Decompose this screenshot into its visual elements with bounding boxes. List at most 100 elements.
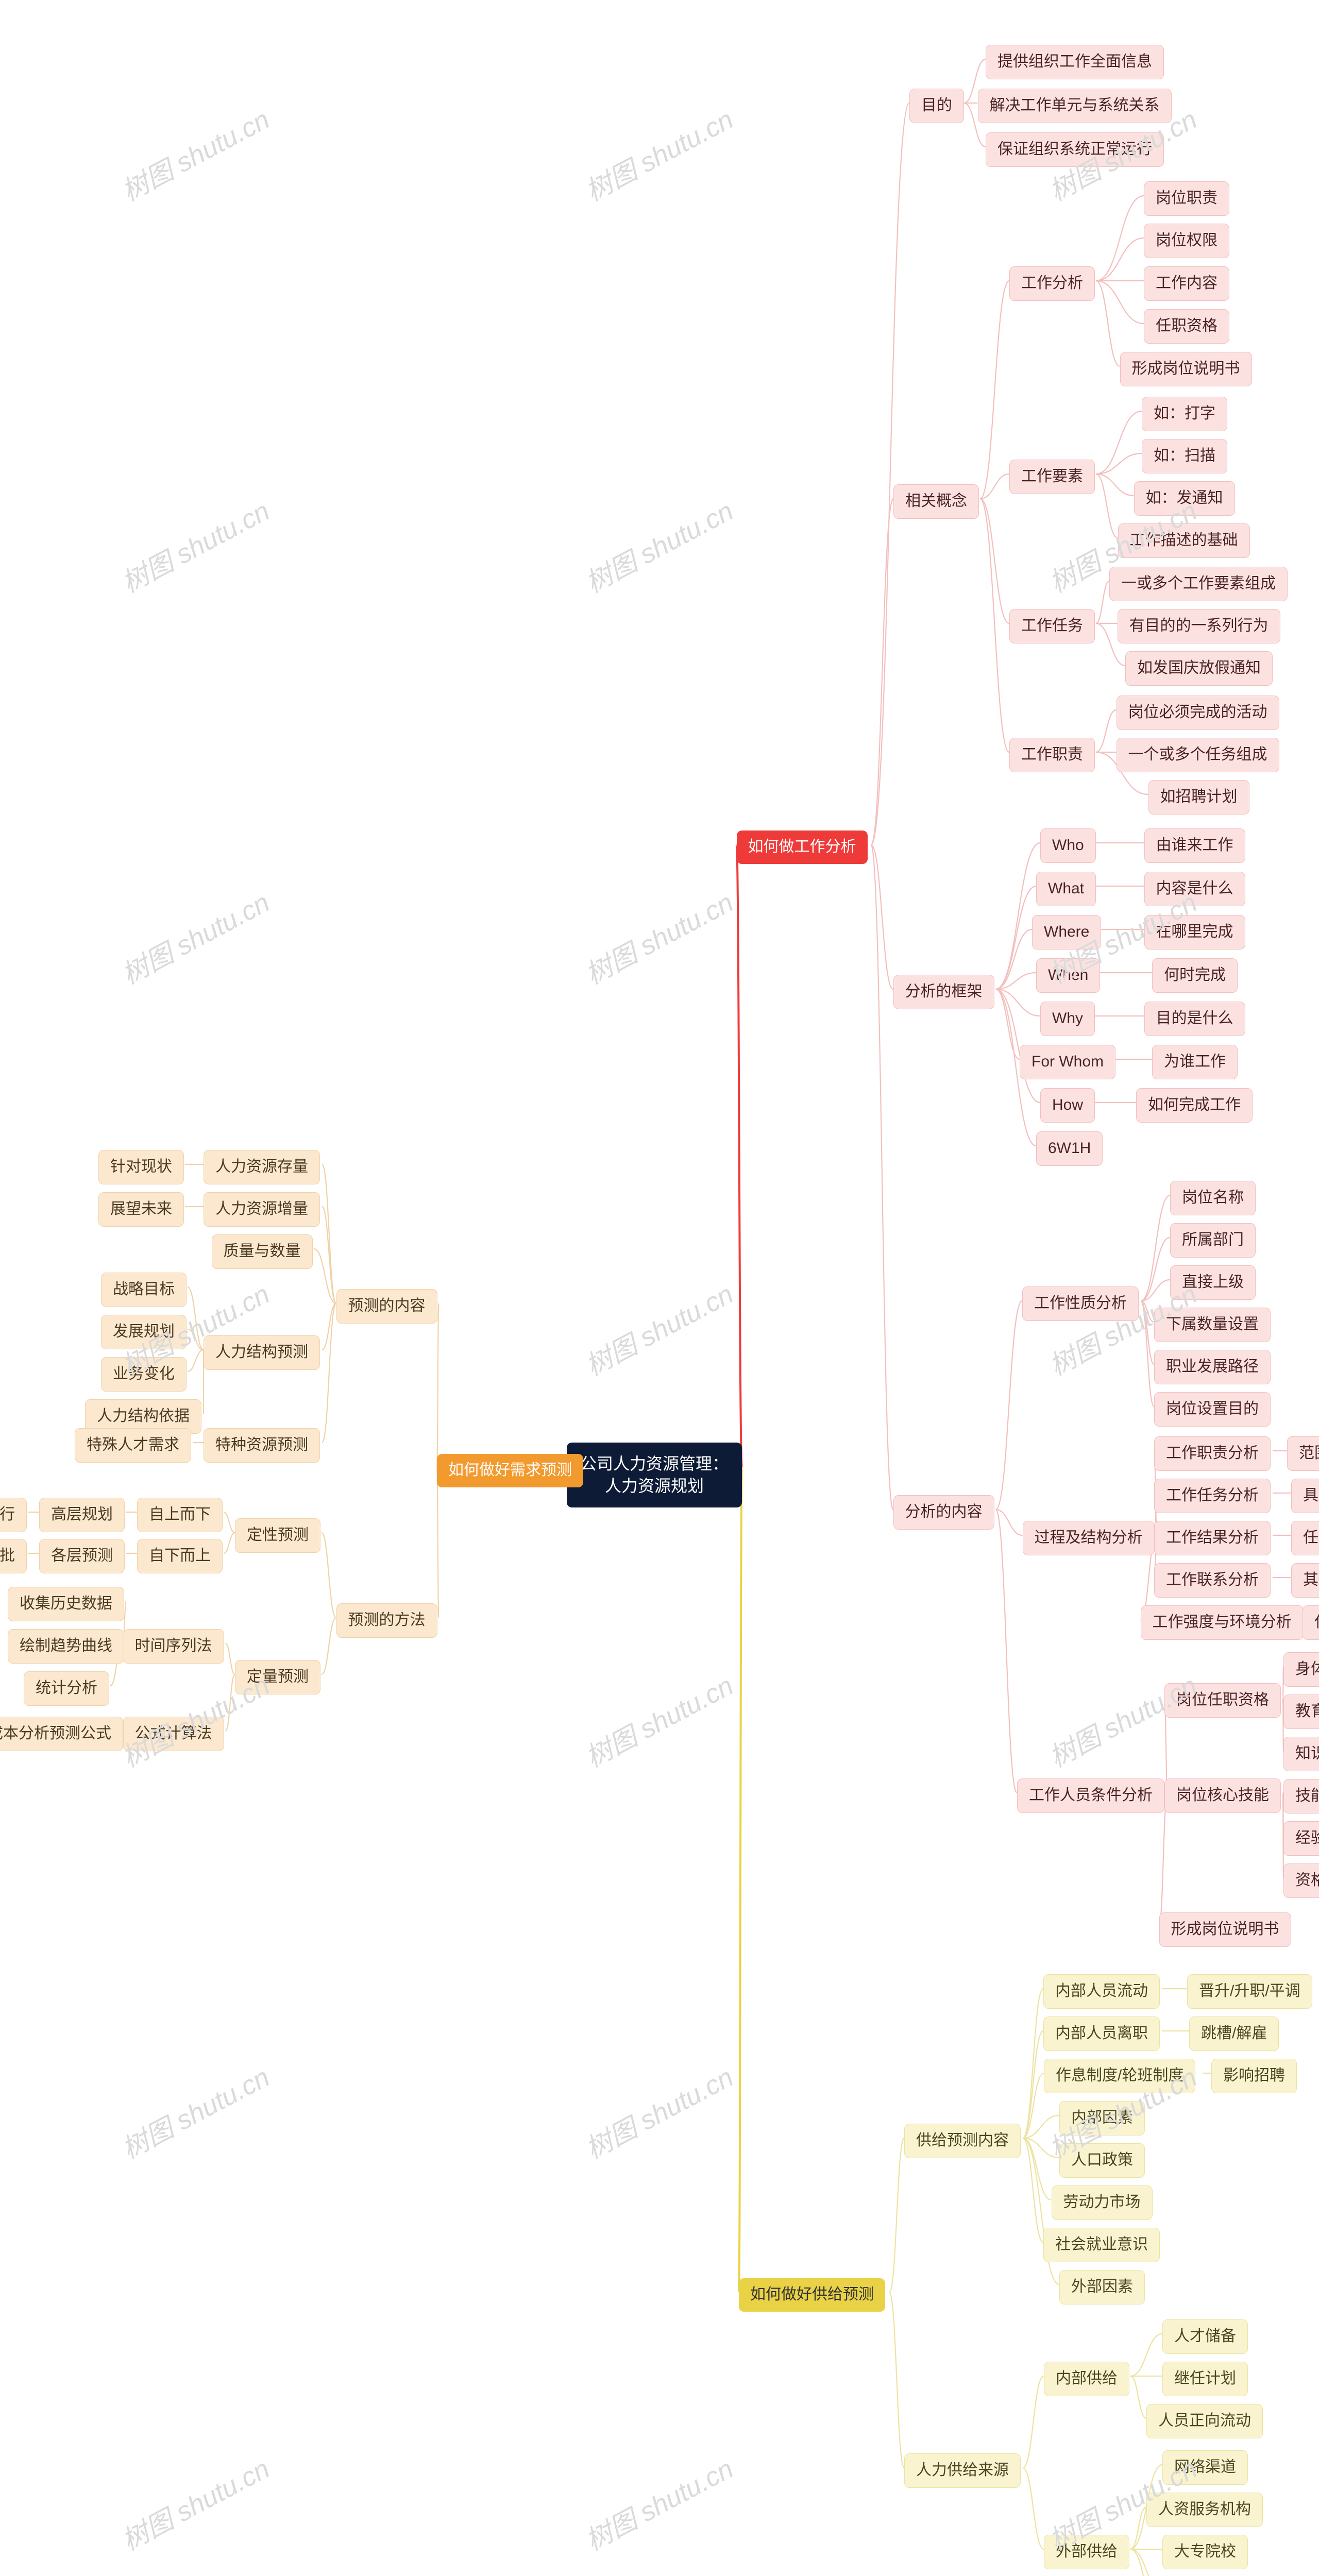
edge <box>1023 2468 1044 2549</box>
edge <box>1130 2376 1146 2418</box>
edge <box>322 1303 336 1443</box>
edge <box>1130 2507 1146 2549</box>
b1-ct2-value: 任务+数量 <box>1303 1605 1319 1640</box>
b1-ct3-item: 形成岗位说明书 <box>1159 1912 1291 1947</box>
node-b2_b2: 定量预测 <box>235 1660 320 1694</box>
node-b2_b1_2a: 各层预测 <box>39 1539 125 1573</box>
edge <box>1141 1301 1154 1364</box>
b1-frame: 分析的框架 <box>893 975 994 1009</box>
b1-ct2-item: 工作任务分析 <box>1154 1479 1271 1513</box>
edge <box>224 1512 235 1533</box>
edge <box>322 1303 336 1350</box>
b1-ct2-value: 具体任务 <box>1291 1479 1319 1513</box>
b1-ct2-item: 工作联系分析 <box>1154 1563 1271 1598</box>
edge <box>1096 281 1120 366</box>
b1-content-item: 工作人员条件分析 <box>1017 1778 1164 1813</box>
edge <box>314 1249 336 1303</box>
watermark: 树图 shutu.cn <box>114 98 275 208</box>
b1-frame-value: 为谁工作 <box>1152 1045 1238 1079</box>
b1-purpose-item: 保证组织系统正常运行 <box>986 132 1164 167</box>
b3a-item: 社会就业意识 <box>1043 2228 1160 2262</box>
edge <box>1023 2138 1052 2200</box>
b1-ct3-cond: 经验条件 <box>1283 1821 1319 1856</box>
node-b2_b1_2: 自下而上 <box>137 1539 223 1573</box>
watermark: 树图 shutu.cn <box>114 2056 275 2166</box>
branch-demand-forecast: 如何做好需求预测 <box>437 1454 583 1487</box>
edge <box>871 845 893 989</box>
node-b3_b1: 内部供给 <box>1044 2362 1129 2396</box>
edge <box>996 886 1037 989</box>
edge <box>996 1510 1023 1535</box>
b1-ct2-value: 任务结果 <box>1291 1521 1319 1555</box>
edge <box>224 1533 235 1553</box>
branch-supply-forecast: 如何做好供给预测 <box>739 2278 885 2312</box>
edge <box>889 2138 904 2293</box>
b1-ct3-cond: 知识条件 <box>1283 1737 1319 1771</box>
node-b3_b2_1: 网络渠道 <box>1162 2450 1248 2485</box>
b1-ct2-value: 范围+权重 <box>1287 1436 1319 1471</box>
b1-purpose-item: 解决工作单元与系统关系 <box>978 89 1172 123</box>
edge <box>322 1207 336 1303</box>
edge <box>437 1468 439 1618</box>
node-b2_b2_1_2: 绘制趋势曲线 <box>8 1629 124 1664</box>
b1-ct1-item: 所属部门 <box>1170 1223 1256 1258</box>
b1-ct2-item: 工作强度与环境分析 <box>1141 1605 1304 1640</box>
watermark: 树图 shutu.cn <box>578 2056 739 2166</box>
b1-c2-item: 如：扫描 <box>1142 439 1227 473</box>
edge <box>1096 453 1142 474</box>
edge <box>1130 2549 1162 2576</box>
edge <box>322 1533 336 1618</box>
edge <box>737 845 742 1468</box>
watermark: 树图 shutu.cn <box>114 2447 275 2557</box>
node-b3_b1_2: 继任计划 <box>1162 2362 1248 2396</box>
edge <box>1096 281 1144 324</box>
b1-frame-key: When <box>1036 958 1100 993</box>
edge <box>996 929 1033 989</box>
node-b2_b1_1a: 高层规划 <box>39 1498 125 1532</box>
edge <box>1141 1238 1170 1301</box>
b3a-item: 内部人员离职 <box>1043 2016 1160 2051</box>
edge <box>996 1510 1018 1793</box>
edge <box>1130 2549 1162 2576</box>
b1-c4-item: 如招聘计划 <box>1148 780 1249 815</box>
edge <box>226 1674 235 1731</box>
b1-ct3-item: 岗位任职资格 <box>1164 1683 1281 1718</box>
b1-ct3-cond: 教育条件 <box>1283 1694 1319 1729</box>
b1-frame-key: Where <box>1032 915 1101 950</box>
b1-purpose-item: 提供组织工作全面信息 <box>986 45 1164 79</box>
edge <box>1096 196 1144 281</box>
edge <box>996 989 1020 1059</box>
b1-frame-key: Why <box>1040 1002 1095 1036</box>
b1-frame-key: Who <box>1040 828 1096 863</box>
b1-ct1-item: 职业发展路径 <box>1154 1350 1271 1384</box>
b1-ct2-value: 其他工作 <box>1291 1563 1319 1598</box>
node-b2_a1v: 针对现状 <box>98 1150 184 1184</box>
b1-c2-item: 工作描述的基础 <box>1118 523 1250 558</box>
b1-ct3-cond: 资格条件 <box>1283 1863 1319 1898</box>
b2a4-item: 业务变化 <box>101 1357 187 1392</box>
edge <box>1096 474 1118 538</box>
edge <box>437 1303 439 1468</box>
b1-c1-item: 岗位权限 <box>1144 224 1229 258</box>
watermark: 树图 shutu.cn <box>114 489 275 600</box>
node-b2_b1_2b: 高层审批 <box>0 1539 27 1573</box>
edge <box>1096 710 1117 752</box>
b1-c1-item: 工作内容 <box>1144 266 1229 301</box>
b3a-item: 人口政策 <box>1059 2143 1145 2178</box>
watermark: 树图 shutu.cn <box>578 489 739 600</box>
watermark: 树图 shutu.cn <box>578 881 739 991</box>
b1-ct2-item: 工作结果分析 <box>1154 1521 1271 1555</box>
node-b3_b2: 外部供给 <box>1044 2535 1129 2569</box>
edge <box>1096 581 1109 623</box>
b1-frame-value: 在哪里完成 <box>1144 915 1245 950</box>
b1-frame-key: What <box>1036 872 1096 906</box>
node-b2_b1_1: 自上而下 <box>137 1498 223 1532</box>
node-b2_a2v: 展望未来 <box>98 1192 184 1227</box>
b2a-item: 人力结构预测 <box>204 1335 320 1370</box>
node-b2_b2_1_3: 统计分析 <box>24 1671 109 1706</box>
edge <box>996 1301 1023 1510</box>
b1-c1-item: 形成岗位说明书 <box>1120 352 1252 386</box>
edge <box>1023 2376 1044 2468</box>
watermark: 树图 shutu.cn <box>1041 1664 1203 1774</box>
b3a-item: 外部因素 <box>1059 2270 1145 2304</box>
